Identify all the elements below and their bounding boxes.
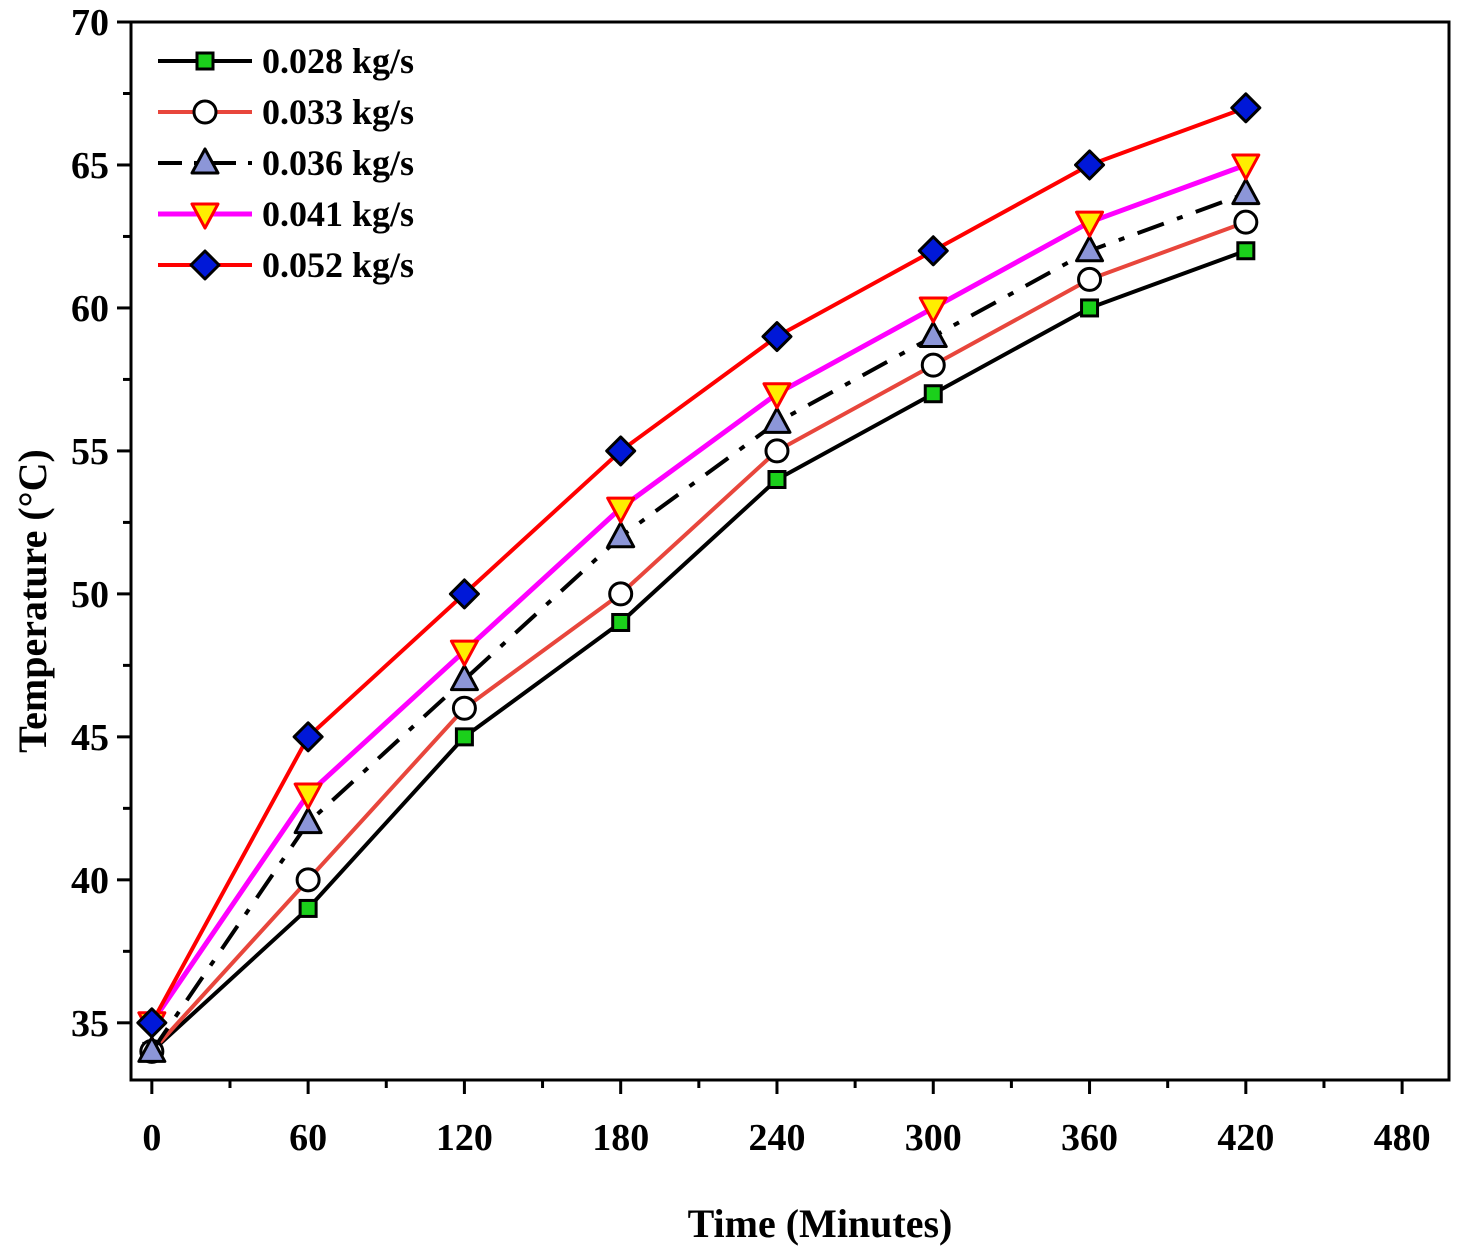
y-tick-label: 50 <box>71 574 109 616</box>
legend-label: 0.041 kg/s <box>262 194 414 234</box>
marker-triangle-down <box>190 202 220 230</box>
x-tick-label: 180 <box>592 1117 649 1159</box>
legend-item: 0.033 kg/s <box>158 92 414 132</box>
y-tick-label: 45 <box>71 717 109 759</box>
series-4 <box>136 92 1262 1039</box>
plot-frame <box>129 20 1451 1082</box>
x-tick-label: 480 <box>1374 1117 1431 1159</box>
marker-circle <box>608 581 634 607</box>
x-tick-label: 300 <box>905 1117 962 1159</box>
marker-triangle-down <box>449 639 479 667</box>
legend-item: 0.041 kg/s <box>158 194 414 234</box>
marker-diamond <box>1230 92 1262 124</box>
marker-diamond <box>605 435 637 467</box>
x-tick-label: 420 <box>1217 1117 1274 1159</box>
axes: 0 60 120 180 240 300 360 420 480 35 40 45 50 55 60 65 70 <box>71 2 1451 1159</box>
x-tick-label: 240 <box>748 1117 805 1159</box>
series-line <box>150 105 1247 1024</box>
marker-diamond <box>448 578 480 610</box>
marker-circle <box>920 352 946 378</box>
x-tick-label: 0 <box>142 1117 161 1159</box>
marker-triangle-down <box>918 296 948 324</box>
plot-series <box>136 92 1262 1064</box>
marker-triangle-up <box>1231 178 1261 206</box>
legend-item: 0.028 kg/s <box>158 41 414 81</box>
marker-triangle-up <box>1075 235 1105 263</box>
x-tick-label: 120 <box>436 1117 493 1159</box>
marker-circle <box>764 438 790 464</box>
marker-triangle-down <box>1075 210 1105 238</box>
legend: 0.028 kg/s 0.033 kg/s 0.036 kg/s 0.041 kg/s… <box>158 41 414 285</box>
y-tick-label: 35 <box>71 1003 109 1045</box>
series-line <box>149 162 1247 1025</box>
marker-diamond <box>1074 149 1106 181</box>
marker-triangle-down <box>762 382 792 410</box>
marker-triangle-up <box>293 807 323 835</box>
series-line <box>150 220 1247 1053</box>
series-2 <box>137 178 1261 1063</box>
marker-circle <box>451 695 477 721</box>
marker-circle <box>295 867 321 893</box>
marker-triangle-up <box>137 1035 167 1063</box>
series-line <box>150 191 1247 1053</box>
legend-label: 0.028 kg/s <box>262 41 414 81</box>
marker-circle <box>192 99 218 125</box>
marker-square <box>1080 298 1100 318</box>
y-axis-title: Temperature (°C) <box>10 449 55 753</box>
marker-triangle-up <box>606 521 636 549</box>
y-tick-label: 60 <box>71 288 109 330</box>
marker-square <box>611 612 631 632</box>
marker-diamond <box>917 235 949 267</box>
marker-triangle-up <box>762 406 792 434</box>
series-line <box>150 248 1247 1053</box>
marker-circle <box>1077 266 1103 292</box>
legend-label: 0.052 kg/s <box>262 245 414 285</box>
marker-square <box>298 898 318 918</box>
marker-square <box>195 51 215 71</box>
marker-triangle-down <box>293 782 323 810</box>
marker-square <box>1236 241 1256 261</box>
marker-triangle-up <box>918 321 948 349</box>
series-0 <box>142 241 1256 1061</box>
x-tick-label: 60 <box>289 1117 327 1159</box>
x-tick-label: 360 <box>1061 1117 1118 1159</box>
y-tick-label: 70 <box>71 2 109 44</box>
marker-triangle-down <box>606 496 636 524</box>
legend-label: 0.036 kg/s <box>262 143 414 183</box>
marker-circle <box>1233 209 1259 235</box>
marker-diamond <box>292 721 324 753</box>
marker-square <box>454 727 474 747</box>
marker-square <box>767 470 787 490</box>
legend-item: 0.052 kg/s <box>158 245 414 285</box>
marker-triangle-up <box>190 147 220 175</box>
y-tick-label: 40 <box>71 860 109 902</box>
legend-label: 0.033 kg/s <box>262 92 414 132</box>
marker-diamond <box>136 1007 168 1039</box>
x-axis-title: Time (Minutes) <box>688 1201 953 1246</box>
marker-square <box>923 384 943 404</box>
marker-triangle-down <box>1231 153 1261 181</box>
marker-diamond <box>189 249 221 281</box>
legend-item: 0.036 kg/s <box>158 143 414 183</box>
marker-diamond <box>761 321 793 353</box>
y-tick-label: 55 <box>71 431 109 473</box>
y-tick-label: 65 <box>71 145 109 187</box>
series-3 <box>137 153 1261 1039</box>
marker-triangle-up <box>449 664 479 692</box>
series-1 <box>139 209 1259 1064</box>
